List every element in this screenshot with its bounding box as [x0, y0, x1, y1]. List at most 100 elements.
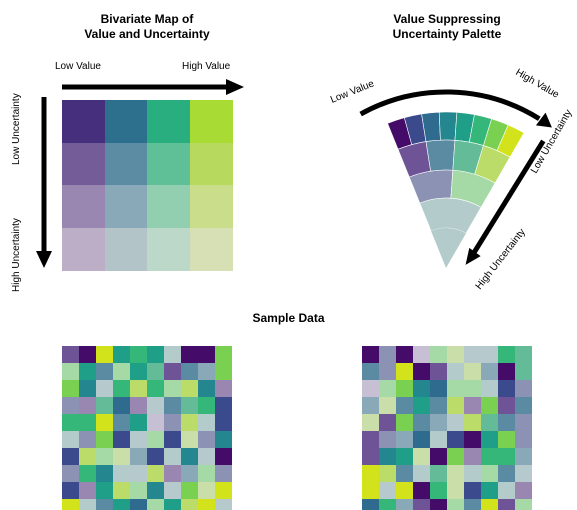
sample-cell — [198, 499, 215, 510]
sample-cell — [396, 363, 413, 380]
sample-cell — [430, 380, 447, 397]
sample-cell — [96, 380, 113, 397]
bivariate-grid — [62, 100, 233, 271]
sample-cell — [430, 482, 447, 499]
sample-cell — [62, 499, 79, 510]
sample-cell — [198, 346, 215, 363]
sample-cell — [362, 346, 379, 363]
sample-cell — [447, 346, 464, 363]
sample-cell — [62, 414, 79, 431]
sample-cell — [62, 363, 79, 380]
sample-cell — [447, 414, 464, 431]
sample-cell — [164, 363, 181, 380]
sample-cell — [430, 465, 447, 482]
sample-cell — [79, 380, 96, 397]
sample-cell — [481, 448, 498, 465]
sample-cell — [130, 431, 147, 448]
sample-cell — [198, 363, 215, 380]
sample-cell — [62, 448, 79, 465]
sample-cell — [498, 448, 515, 465]
bivariate-cell — [147, 185, 190, 228]
sample-cell — [181, 499, 198, 510]
sample-cell — [164, 380, 181, 397]
sample-cell — [515, 414, 532, 431]
sample-cell — [413, 414, 430, 431]
sample-cell — [113, 431, 130, 448]
sample-cell — [113, 482, 130, 499]
sample-cell — [130, 465, 147, 482]
sample-cell — [215, 465, 232, 482]
sample-cell — [147, 397, 164, 414]
sample-cell — [79, 363, 96, 380]
sample-cell — [198, 482, 215, 499]
sample-cell — [215, 499, 232, 510]
arc-arrow — [359, 89, 541, 121]
sample-cell — [96, 363, 113, 380]
sample-cell — [79, 499, 96, 510]
sample-cell — [447, 499, 464, 510]
vsup-segment — [431, 228, 466, 268]
sample-cell — [498, 465, 515, 482]
sample-cell — [464, 363, 481, 380]
sample-cell — [498, 363, 515, 380]
sample-cell — [113, 414, 130, 431]
bivariate-cell — [62, 142, 105, 186]
sample-cell — [396, 380, 413, 397]
sample-cell — [447, 465, 464, 482]
sample-cell — [181, 397, 198, 414]
sample-cell — [447, 448, 464, 465]
sample-cell — [430, 448, 447, 465]
sample-cell — [515, 465, 532, 482]
sample-cell — [498, 397, 515, 414]
vsup-segment — [425, 139, 456, 172]
sample-cell — [79, 482, 96, 499]
sample-cell — [198, 380, 215, 397]
sample-cell — [362, 448, 379, 465]
sample-cell — [62, 346, 79, 363]
sample-cell — [198, 414, 215, 431]
sample-cell — [464, 482, 481, 499]
sample-cell — [96, 431, 113, 448]
sample-cell — [430, 363, 447, 380]
sample-cell — [396, 431, 413, 448]
sample-cell — [413, 499, 430, 510]
sample-cell — [396, 499, 413, 510]
sample-cell — [130, 397, 147, 414]
sample-cell — [413, 448, 430, 465]
sample-cell — [113, 346, 130, 363]
bivariate-cell — [189, 142, 233, 186]
sample-cell — [96, 465, 113, 482]
sample-cell — [447, 380, 464, 397]
sample-cell — [113, 465, 130, 482]
sample-cell — [464, 431, 481, 448]
sample-cell — [198, 397, 215, 414]
sample-cell — [362, 499, 379, 510]
sample-cell — [96, 346, 113, 363]
sample-cell — [379, 465, 396, 482]
sample-cell — [130, 346, 147, 363]
sample-cell — [481, 414, 498, 431]
sample-cell — [164, 346, 181, 363]
sample-cell — [113, 397, 130, 414]
sample-cell — [130, 499, 147, 510]
sample-cell — [164, 397, 181, 414]
sample-cell — [362, 397, 379, 414]
sample-cell — [147, 380, 164, 397]
sample-cell — [362, 465, 379, 482]
sample-cell — [464, 397, 481, 414]
bivariate-cell — [104, 227, 148, 271]
bivariate-cell — [104, 185, 148, 228]
sample-cell — [379, 431, 396, 448]
sample-cell — [62, 380, 79, 397]
sample-cell — [215, 397, 232, 414]
sample-cell — [147, 346, 164, 363]
sample-cell — [379, 499, 396, 510]
sample-cell — [498, 380, 515, 397]
sample-cell — [481, 482, 498, 499]
sample-cell — [181, 448, 198, 465]
sample-cell — [79, 448, 96, 465]
sample-cell — [430, 431, 447, 448]
sample-cell — [198, 465, 215, 482]
sample-cell — [164, 482, 181, 499]
